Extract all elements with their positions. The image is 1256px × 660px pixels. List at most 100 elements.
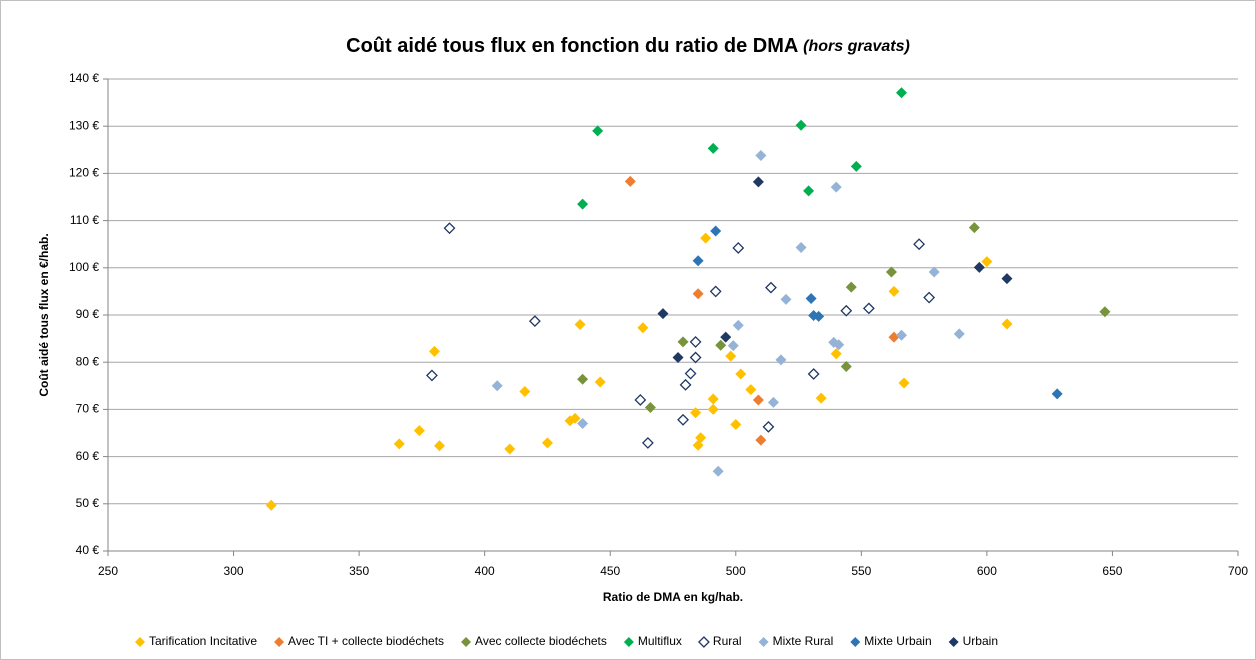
data-point — [692, 288, 704, 300]
data-point — [830, 181, 842, 193]
data-point — [695, 432, 707, 444]
data-point — [913, 238, 926, 251]
data-point — [896, 87, 908, 99]
data-point — [968, 222, 980, 234]
legend-marker — [758, 637, 769, 647]
data-point — [833, 339, 845, 351]
data-point — [1001, 273, 1013, 285]
data-point — [1099, 306, 1111, 318]
data-point — [845, 281, 857, 293]
data-point — [830, 348, 842, 360]
data-point — [577, 418, 589, 430]
legend-label: Mixte Rural — [773, 634, 834, 648]
x-tick-label: 300 — [224, 564, 244, 578]
data-point — [1001, 318, 1013, 330]
data-point — [569, 412, 581, 424]
data-point — [850, 160, 862, 172]
data-point — [641, 436, 654, 449]
data-point — [541, 437, 553, 449]
data-point — [795, 242, 807, 254]
legend-marker — [850, 637, 861, 647]
data-point — [707, 403, 719, 415]
data-point — [577, 198, 589, 210]
data-point — [862, 302, 875, 315]
x-tick-label: 600 — [977, 564, 997, 578]
data-point — [426, 369, 438, 382]
data-point — [624, 175, 636, 187]
data-point — [767, 396, 779, 408]
data-point — [725, 350, 737, 362]
legend-marker — [623, 637, 634, 647]
legend-label: Tarification Incitative — [149, 634, 257, 648]
x-tick-label: 500 — [726, 564, 746, 578]
data-point — [762, 420, 775, 433]
title-main: Coût aidé tous flux en fonction du ratio… — [346, 35, 798, 57]
data-point — [413, 425, 425, 437]
data-point — [795, 119, 807, 131]
y-tick-label: 70 € — [76, 402, 100, 416]
data-point — [692, 255, 704, 267]
data-point — [840, 360, 852, 372]
data-point — [928, 266, 940, 278]
legend-marker — [135, 637, 145, 647]
data-point — [689, 335, 702, 348]
data-point — [428, 345, 440, 357]
data-point — [840, 304, 853, 317]
data-point — [679, 378, 692, 391]
legend-label: Multiflux — [638, 634, 682, 648]
legend-label: Rural — [713, 634, 742, 648]
data-point — [712, 465, 724, 477]
data-point — [775, 354, 787, 366]
y-tick-label: 140 € — [69, 71, 99, 85]
legend-marker — [948, 637, 959, 647]
data-point — [504, 443, 516, 455]
data-point — [752, 176, 764, 188]
data-point — [923, 291, 936, 304]
x-tick-label: 700 — [1228, 564, 1248, 578]
data-point — [677, 413, 689, 426]
legend-label: Urbain — [963, 634, 998, 648]
data-point — [1051, 388, 1063, 400]
data-point — [433, 440, 445, 452]
data-point — [672, 351, 684, 363]
x-tick-label: 250 — [98, 564, 118, 578]
data-point — [720, 331, 732, 343]
data-point — [973, 261, 985, 273]
data-point — [690, 407, 702, 419]
y-tick-label: 120 € — [69, 166, 99, 180]
data-point — [592, 125, 604, 137]
x-axis-label: Ratio de DMA en kg/hab. — [603, 590, 743, 604]
data-point — [443, 222, 456, 235]
y-axis-label: Coût aidé tous flux en €/hab. — [37, 233, 51, 396]
data-point — [765, 281, 777, 294]
data-point — [574, 318, 586, 330]
data-point — [953, 328, 965, 340]
y-tick-label: 60 € — [76, 449, 100, 463]
x-tick-label: 450 — [600, 564, 620, 578]
data-point — [707, 142, 719, 154]
data-point — [805, 292, 817, 304]
data-point — [780, 293, 792, 305]
data-point — [707, 393, 719, 405]
data-point — [657, 308, 669, 320]
legend-marker — [461, 637, 472, 647]
x-tick-label: 650 — [1102, 564, 1122, 578]
data-point — [896, 329, 908, 341]
y-tick-label: 110 € — [70, 213, 99, 227]
x-tick-label: 550 — [851, 564, 871, 578]
data-point — [577, 373, 589, 385]
data-point — [803, 185, 815, 197]
data-point — [715, 339, 727, 351]
x-tick-label: 350 — [349, 564, 369, 578]
data-point — [732, 242, 745, 254]
data-point — [594, 376, 606, 388]
data-point — [755, 434, 767, 446]
data-point — [752, 394, 764, 406]
legend-marker — [697, 636, 710, 648]
y-tick-label: 90 € — [76, 307, 100, 321]
data-point — [807, 368, 820, 380]
chart-title: Coût aidé tous flux en fonction du ratio… — [346, 35, 910, 57]
y-tick-label: 80 € — [76, 354, 100, 368]
